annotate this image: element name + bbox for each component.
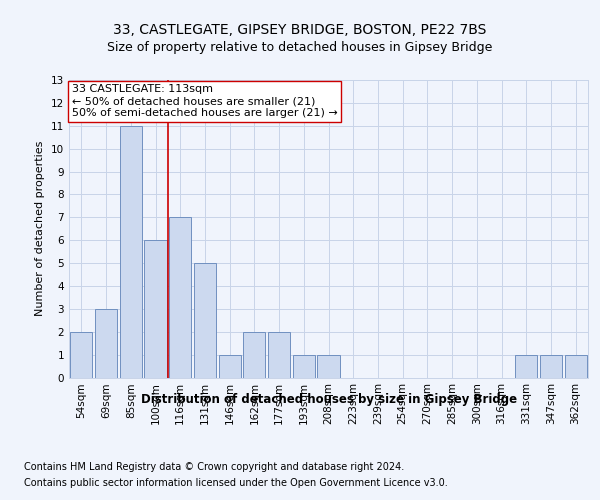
- Bar: [119, 126, 142, 378]
- Text: Contains HM Land Registry data © Crown copyright and database right 2024.: Contains HM Land Registry data © Crown c…: [24, 462, 404, 472]
- Bar: [70, 332, 92, 378]
- Bar: [95, 309, 117, 378]
- Bar: [145, 240, 167, 378]
- Bar: [243, 332, 265, 378]
- Bar: [515, 354, 538, 378]
- Bar: [317, 354, 340, 378]
- Bar: [169, 218, 191, 378]
- Text: 33, CASTLEGATE, GIPSEY BRIDGE, BOSTON, PE22 7BS: 33, CASTLEGATE, GIPSEY BRIDGE, BOSTON, P…: [113, 22, 487, 36]
- Bar: [565, 354, 587, 378]
- Bar: [194, 263, 216, 378]
- Text: 33 CASTLEGATE: 113sqm
← 50% of detached houses are smaller (21)
50% of semi-deta: 33 CASTLEGATE: 113sqm ← 50% of detached …: [71, 84, 337, 117]
- Bar: [268, 332, 290, 378]
- Y-axis label: Number of detached properties: Number of detached properties: [35, 141, 46, 316]
- Bar: [540, 354, 562, 378]
- Bar: [293, 354, 315, 378]
- Text: Contains public sector information licensed under the Open Government Licence v3: Contains public sector information licen…: [24, 478, 448, 488]
- Bar: [218, 354, 241, 378]
- Text: Size of property relative to detached houses in Gipsey Bridge: Size of property relative to detached ho…: [107, 41, 493, 54]
- Text: Distribution of detached houses by size in Gipsey Bridge: Distribution of detached houses by size …: [141, 392, 517, 406]
